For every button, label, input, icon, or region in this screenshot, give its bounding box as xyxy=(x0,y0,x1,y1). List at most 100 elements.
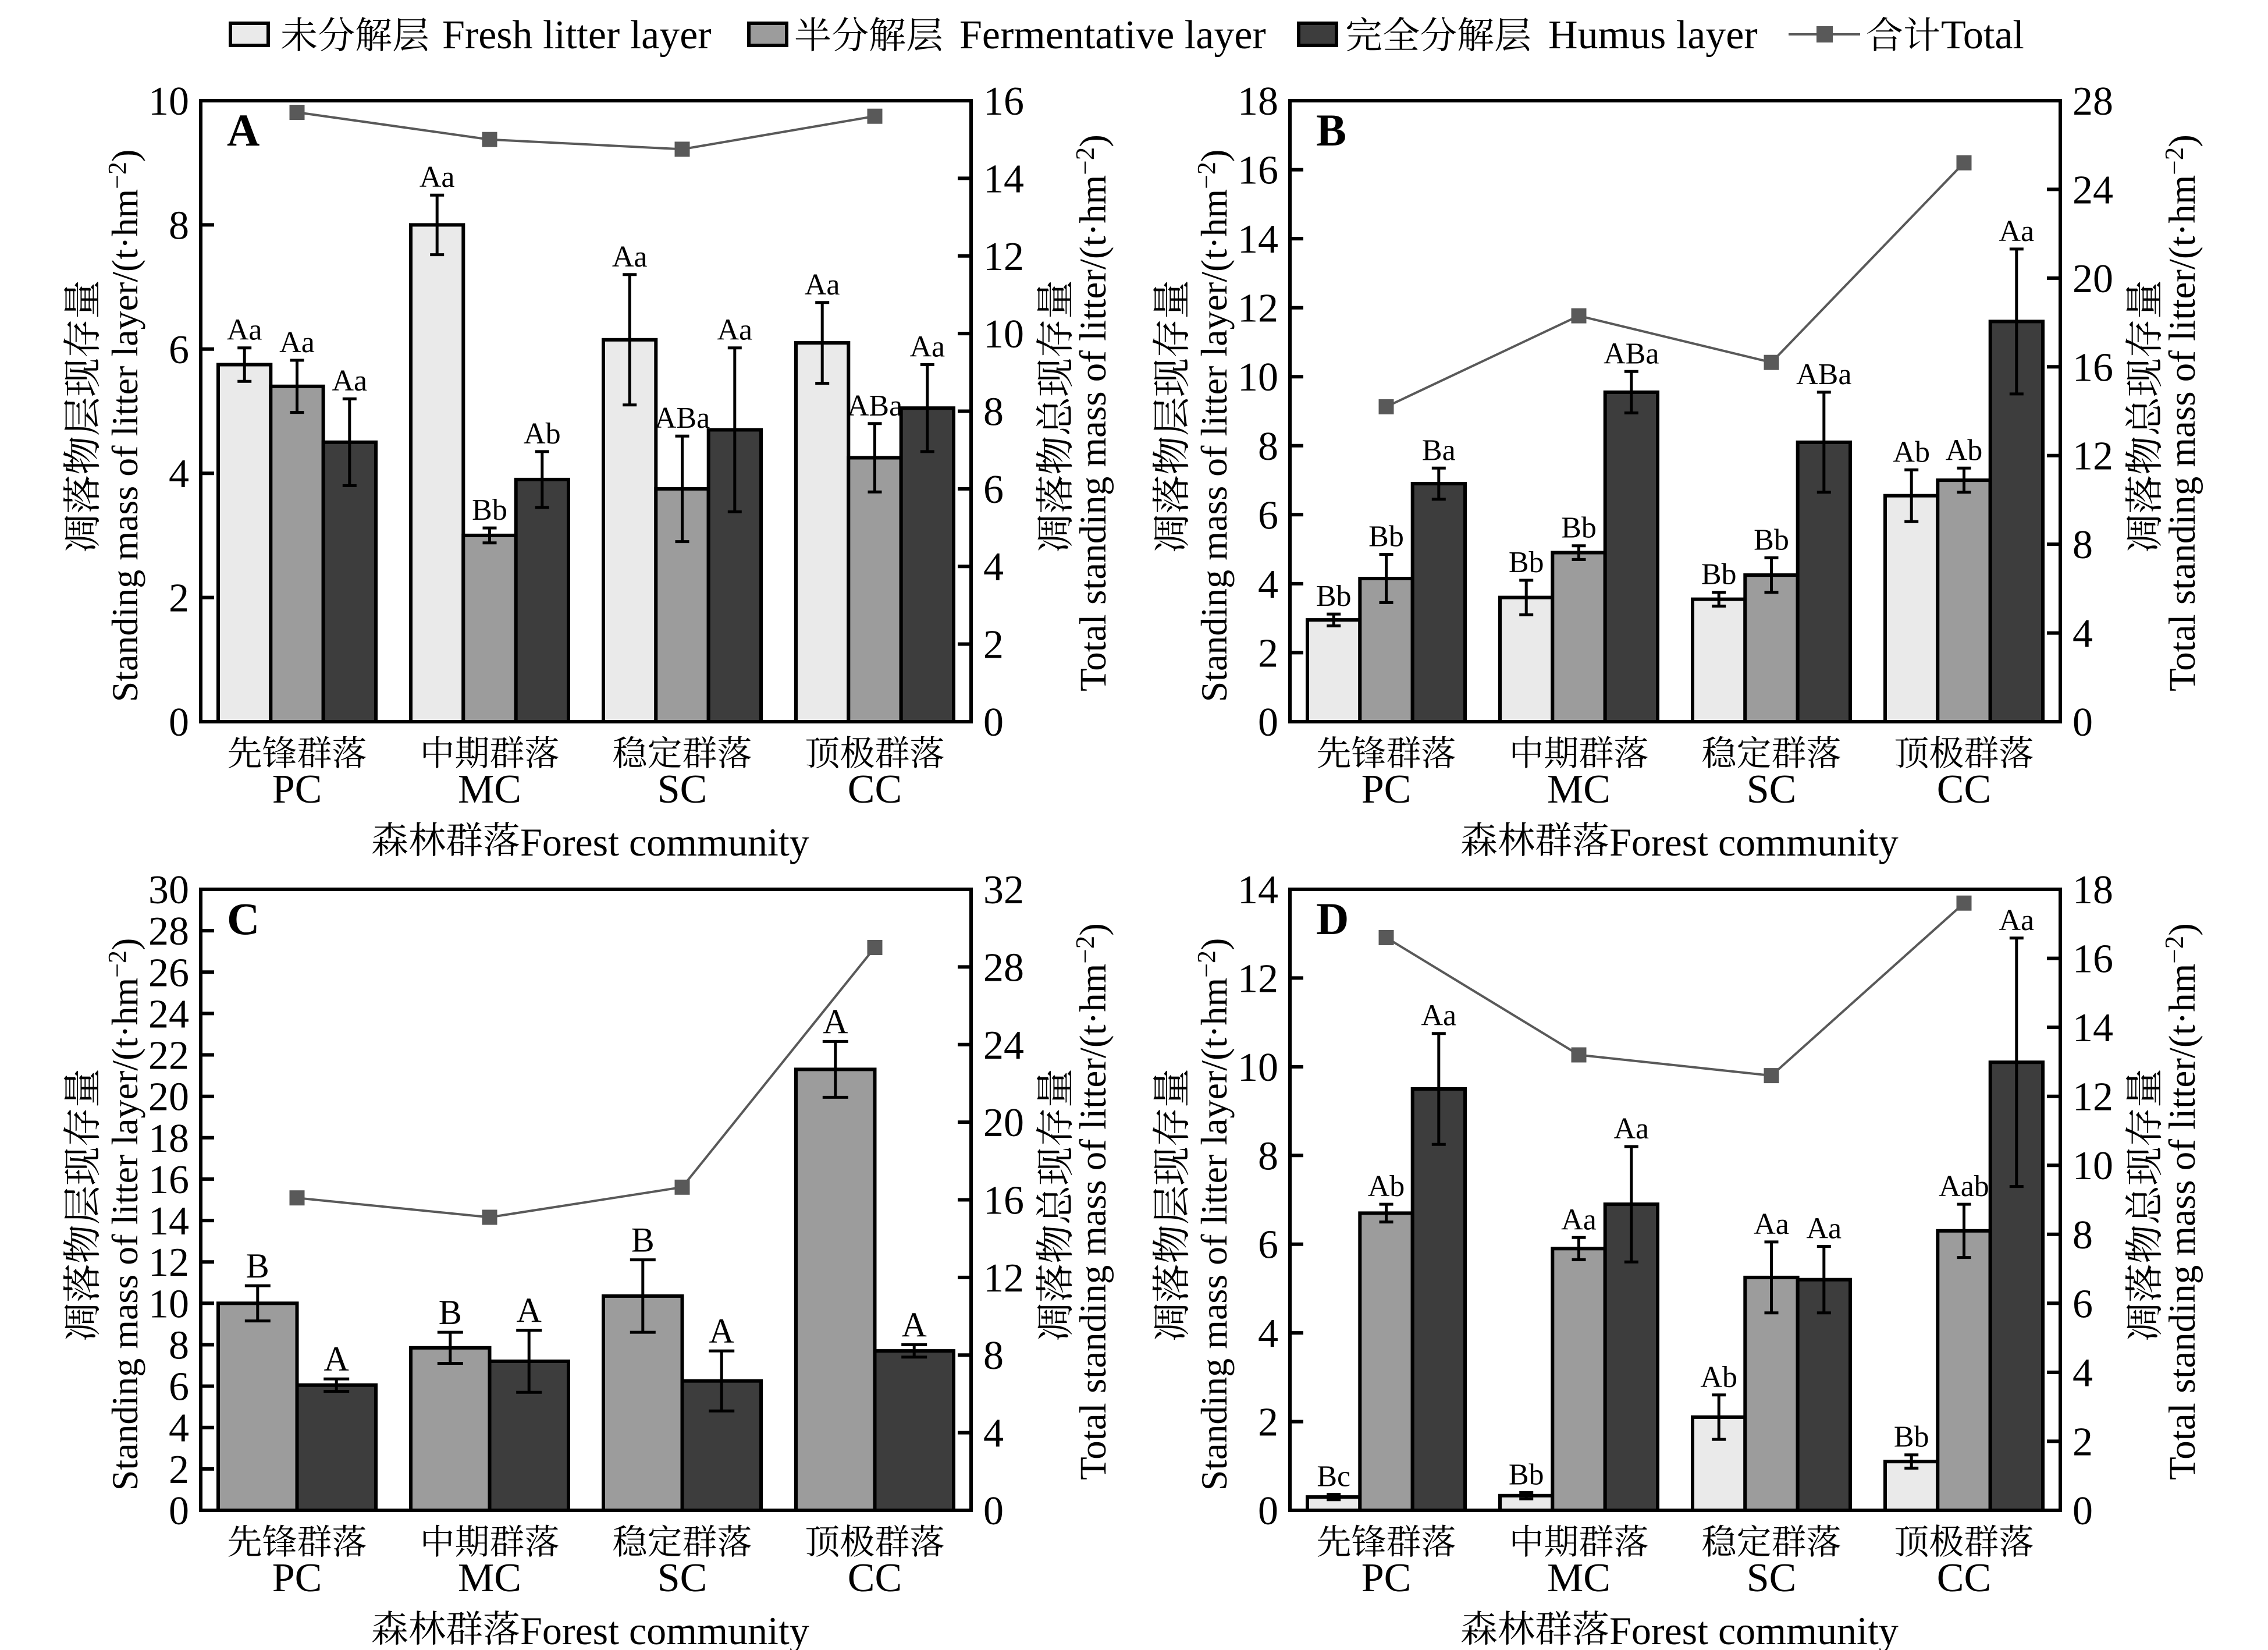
svg-text:28: 28 xyxy=(983,945,1024,990)
svg-text:4: 4 xyxy=(1258,562,1278,607)
svg-text:Standing mass of litter layer/: Standing mass of litter layer/(t·hm−2) xyxy=(103,150,145,702)
svg-text:20: 20 xyxy=(983,1101,1024,1145)
svg-text:B: B xyxy=(439,1293,462,1332)
svg-text:14: 14 xyxy=(1238,868,1278,913)
svg-text:8: 8 xyxy=(2073,523,2093,567)
svg-text:Bb: Bb xyxy=(1754,523,1789,556)
svg-text:Aa: Aa xyxy=(805,268,840,301)
svg-text:4: 4 xyxy=(2073,1351,2093,1396)
svg-text:20: 20 xyxy=(148,1075,189,1120)
svg-text:Bb: Bb xyxy=(1509,1459,1544,1492)
svg-text:Aa: Aa xyxy=(1806,1212,1842,1246)
svg-text:28: 28 xyxy=(2073,79,2113,124)
svg-text:Total standing mass of litter/: Total standing mass of litter/(t·hm−2) xyxy=(1071,923,1114,1480)
svg-text:2: 2 xyxy=(169,576,189,621)
svg-text:30: 30 xyxy=(148,868,189,913)
svg-text:B: B xyxy=(631,1221,655,1259)
svg-text:4: 4 xyxy=(169,452,189,496)
svg-text:B: B xyxy=(1316,105,1346,155)
svg-text:16: 16 xyxy=(2073,937,2113,982)
svg-text:Ab: Ab xyxy=(1700,1361,1737,1394)
svg-text:A: A xyxy=(823,1002,848,1041)
svg-text:0: 0 xyxy=(169,700,189,745)
svg-text:Aa: Aa xyxy=(1754,1208,1789,1241)
svg-text:MC: MC xyxy=(458,1556,521,1601)
svg-text:Standing mass of litter layer/: Standing mass of litter layer/(t·hm−2) xyxy=(1192,150,1235,702)
svg-text:8: 8 xyxy=(1258,1134,1278,1179)
svg-text:C: C xyxy=(227,893,259,944)
svg-text:26: 26 xyxy=(148,950,189,995)
svg-text:24: 24 xyxy=(148,992,189,1037)
svg-text:12: 12 xyxy=(1238,956,1278,1001)
svg-text:Standing mass of litter layer/: Standing mass of litter layer/(t·hm−2) xyxy=(103,938,145,1491)
svg-text:A: A xyxy=(324,1340,349,1378)
svg-text:CC: CC xyxy=(1937,1556,1991,1601)
svg-text:CC: CC xyxy=(848,767,902,812)
svg-text:2: 2 xyxy=(1258,1400,1278,1445)
svg-text:ABa: ABa xyxy=(847,389,902,423)
svg-text:PC: PC xyxy=(272,1556,322,1601)
svg-text:Aa: Aa xyxy=(612,240,648,274)
svg-text:24: 24 xyxy=(983,1023,1024,1068)
svg-text:Bb: Bb xyxy=(1509,546,1544,579)
svg-text:8: 8 xyxy=(1258,424,1278,469)
svg-text:D: D xyxy=(1316,893,1349,944)
svg-text:ABa: ABa xyxy=(1796,358,1851,391)
svg-text:24: 24 xyxy=(2073,168,2113,212)
svg-text:0: 0 xyxy=(2073,700,2093,745)
svg-text:14: 14 xyxy=(1238,217,1278,262)
svg-text:ABa: ABa xyxy=(1604,337,1659,370)
svg-text:8: 8 xyxy=(983,390,1004,435)
svg-text:MC: MC xyxy=(458,767,521,812)
svg-text:Ab: Ab xyxy=(524,417,561,450)
svg-text:6: 6 xyxy=(169,1365,189,1410)
svg-text:12: 12 xyxy=(983,235,1024,279)
svg-text:14: 14 xyxy=(2073,1006,2113,1051)
svg-text:SC: SC xyxy=(1747,1556,1797,1601)
svg-text:12: 12 xyxy=(983,1256,1024,1301)
svg-text:Total: Total xyxy=(1941,13,2024,58)
svg-text:Ab: Ab xyxy=(1946,434,1983,467)
svg-text:0: 0 xyxy=(983,700,1004,745)
svg-text:6: 6 xyxy=(1258,493,1278,538)
svg-text:0: 0 xyxy=(1258,700,1278,745)
svg-text:PC: PC xyxy=(272,767,322,812)
svg-text:Fermentative layer: Fermentative layer xyxy=(959,13,1266,58)
svg-text:Fresh litter layer: Fresh litter layer xyxy=(442,13,712,58)
svg-text:Aa: Aa xyxy=(909,331,945,364)
svg-text:PC: PC xyxy=(1361,767,1412,812)
svg-text:2: 2 xyxy=(983,623,1004,668)
svg-text:MC: MC xyxy=(1547,1556,1611,1601)
svg-text:32: 32 xyxy=(983,868,1024,913)
svg-text:Aa: Aa xyxy=(227,314,262,347)
svg-text:22: 22 xyxy=(148,1034,189,1078)
svg-text:Forest community: Forest community xyxy=(1609,820,1899,864)
svg-text:18: 18 xyxy=(2073,868,2113,913)
svg-text:16: 16 xyxy=(1238,148,1278,193)
svg-text:Total standing mass of litter/: Total standing mass of litter/(t·hm−2) xyxy=(2160,134,2203,691)
svg-text:0: 0 xyxy=(1258,1489,1278,1534)
svg-text:4: 4 xyxy=(1258,1311,1278,1356)
svg-text:10: 10 xyxy=(983,312,1024,357)
svg-text:Total standing mass of litter/: Total standing mass of litter/(t·hm−2) xyxy=(2160,923,2203,1480)
svg-text:14: 14 xyxy=(983,157,1024,201)
svg-text:4: 4 xyxy=(983,1411,1004,1456)
svg-text:8: 8 xyxy=(983,1333,1004,1378)
svg-text:Forest community: Forest community xyxy=(520,820,809,864)
svg-text:10: 10 xyxy=(148,1282,189,1326)
svg-text:Bb: Bb xyxy=(1894,1421,1929,1454)
svg-text:4: 4 xyxy=(2073,612,2093,657)
svg-text:16: 16 xyxy=(2073,345,2113,390)
svg-text:Ab: Ab xyxy=(1368,1170,1405,1203)
svg-text:Bb: Bb xyxy=(1368,520,1404,553)
svg-text:Aa: Aa xyxy=(420,161,455,194)
svg-text:18: 18 xyxy=(148,1116,189,1161)
svg-text:PC: PC xyxy=(1361,1556,1412,1601)
svg-text:12: 12 xyxy=(2073,434,2113,479)
svg-text:MC: MC xyxy=(1547,767,1611,812)
svg-text:6: 6 xyxy=(169,328,189,372)
svg-text:Total standing mass of litter/: Total standing mass of litter/(t·hm−2) xyxy=(1071,134,1114,691)
svg-text:Aa: Aa xyxy=(279,326,315,359)
svg-text:10: 10 xyxy=(2073,1144,2113,1188)
svg-text:Bb: Bb xyxy=(1561,512,1597,545)
